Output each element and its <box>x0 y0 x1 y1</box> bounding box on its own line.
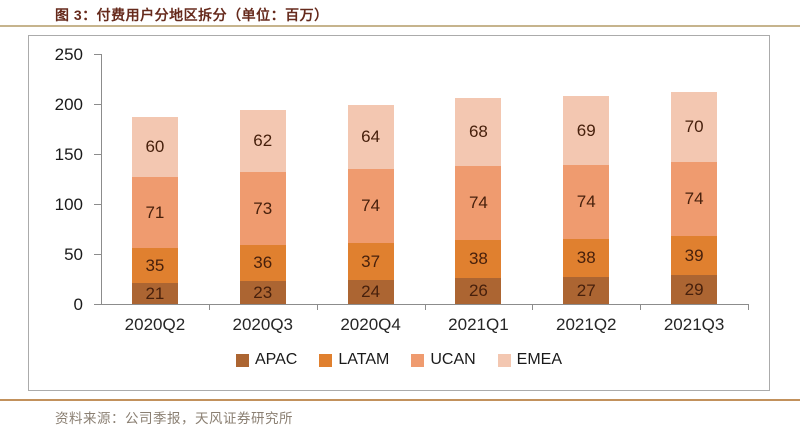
bar-value-label: 21 <box>145 284 165 303</box>
x-axis-tick <box>532 304 534 310</box>
y-axis-tick <box>94 254 101 255</box>
bar-value-label: 68 <box>468 122 488 141</box>
bar-segment-emea: 69 <box>563 96 610 165</box>
bar-value-label: 74 <box>361 196 381 215</box>
y-axis-tick <box>94 204 101 205</box>
bar-segment-ucan: 74 <box>455 166 502 240</box>
y-axis-tick <box>94 154 101 155</box>
source-separator-rule <box>0 399 800 401</box>
bar-segment-latam: 35 <box>131 248 178 283</box>
legend-swatch-icon <box>497 353 511 367</box>
bar-segment-ucan: 74 <box>671 162 718 236</box>
x-axis-label: 2020Q3 <box>232 315 294 334</box>
y-axis-label: 150 <box>54 145 83 164</box>
plot-area: 0 50 100 150 200 250 21 35 71 60 2020Q2 23 36 73 62 202… <box>29 36 769 390</box>
bar-value-label: 74 <box>576 192 596 211</box>
bar-value-label: 23 <box>253 283 273 302</box>
y-axis-label: 100 <box>54 195 83 214</box>
x-axis-label: 2021Q3 <box>663 315 725 334</box>
bar-segment-apac: 26 <box>455 278 502 304</box>
legend-swatch-icon <box>319 353 333 367</box>
x-axis-label: 2020Q4 <box>340 315 401 334</box>
bar-value-label: 36 <box>253 253 273 272</box>
y-axis-label: 200 <box>54 95 83 114</box>
y-axis-tick <box>94 304 101 305</box>
bar-value-label: 60 <box>145 137 165 156</box>
bar-segment-emea: 70 <box>671 92 718 162</box>
bar-value-label: 69 <box>576 121 596 140</box>
bar-segment-apac: 21 <box>131 283 178 304</box>
bar-segment-ucan: 71 <box>131 177 178 248</box>
x-axis-tick <box>208 304 210 310</box>
bar-value-label: 64 <box>361 127 381 146</box>
bar-value-label: 27 <box>576 281 596 300</box>
bar-value-label: 62 <box>253 131 273 150</box>
bar-segment-latam: 36 <box>239 245 286 281</box>
legend-label: UCAN <box>430 351 476 368</box>
y-axis-label: 50 <box>64 245 83 264</box>
x-axis-tick <box>640 304 642 310</box>
legend-swatch-icon <box>411 353 425 367</box>
bar-value-label: 35 <box>145 256 165 275</box>
bar-segment-latam: 37 <box>347 243 394 280</box>
bar-segment-apac: 24 <box>347 280 394 304</box>
bar-value-label: 29 <box>684 280 704 299</box>
bar-value-label: 38 <box>576 248 596 267</box>
bar-value-label: 73 <box>253 199 273 218</box>
bar-value-label: 39 <box>684 246 704 265</box>
bar-segment-emea: 62 <box>239 110 286 172</box>
bar-value-label: 74 <box>684 189 704 208</box>
title-separator-rule <box>0 25 800 27</box>
bar-value-label: 71 <box>145 203 165 222</box>
bar-value-label: 26 <box>468 281 488 300</box>
bar-segment-latam: 38 <box>455 240 502 278</box>
bar-segment-ucan: 74 <box>347 169 394 243</box>
y-axis-label: 0 <box>73 295 83 314</box>
legend-swatch-icon <box>235 353 249 367</box>
x-axis-label: 2021Q1 <box>448 315 509 334</box>
bar-segment-emea: 64 <box>347 105 394 169</box>
bar-value-label: 38 <box>468 249 488 268</box>
legend-label: EMEA <box>516 351 563 368</box>
x-axis-label: 2020Q2 <box>124 315 186 334</box>
legend-item-emea: EMEA <box>497 351 563 369</box>
bar-segment-emea: 68 <box>455 98 502 166</box>
x-axis-tick <box>424 304 426 310</box>
y-axis-line <box>101 54 102 305</box>
bar-segment-apac: 27 <box>563 277 610 304</box>
bar-value-label: 37 <box>361 252 381 271</box>
bar-segment-emea: 60 <box>131 117 178 177</box>
bar-segment-apac: 23 <box>239 281 286 304</box>
bar-segment-apac: 29 <box>671 275 718 304</box>
chart-area: 0 50 100 150 200 250 21 35 71 60 2020Q2 23 36 73 62 202… <box>28 35 770 391</box>
figure-title: 图 3：付费用户分地区拆分（单位：百万） <box>55 7 329 23</box>
y-axis-tick <box>94 54 101 55</box>
bar-segment-ucan: 73 <box>239 172 286 245</box>
y-axis-tick <box>94 104 101 105</box>
bar-value-label: 74 <box>468 193 488 212</box>
x-axis-label: 2021Q2 <box>556 315 617 334</box>
y-axis-label: 250 <box>54 45 83 64</box>
bar-value-label: 24 <box>361 282 381 301</box>
legend-item-ucan: UCAN <box>411 351 476 369</box>
legend-item-latam: LATAM <box>319 351 389 369</box>
x-axis-tick <box>748 304 749 310</box>
legend-label: APAC <box>254 351 298 368</box>
bar-segment-latam: 38 <box>563 239 610 277</box>
x-axis-tick <box>316 304 318 310</box>
source-note: 资料来源：公司季报，天风证券研究所 <box>55 411 293 426</box>
bar-segment-ucan: 74 <box>563 165 610 239</box>
legend-item-apac: APAC <box>235 351 298 369</box>
chart-legend: APAC LATAM UCAN EMEA <box>29 351 769 369</box>
legend-label: LATAM <box>338 351 390 368</box>
bar-value-label: 70 <box>684 117 704 136</box>
bar-segment-latam: 39 <box>671 236 718 275</box>
